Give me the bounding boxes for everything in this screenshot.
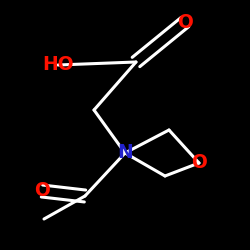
Text: N: N (117, 144, 133, 163)
Text: O: O (34, 182, 50, 201)
Text: O: O (177, 12, 193, 32)
Text: HO: HO (42, 56, 74, 74)
Text: O: O (191, 154, 207, 172)
